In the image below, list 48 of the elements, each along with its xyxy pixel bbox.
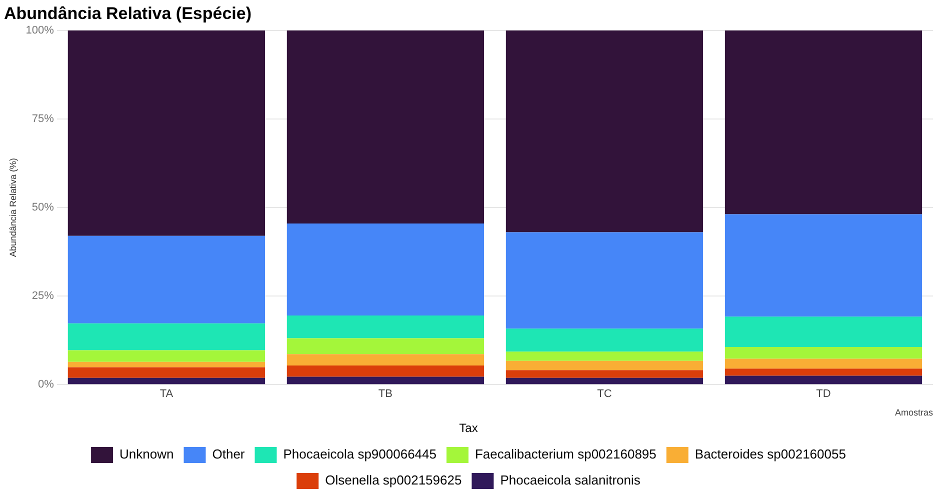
y-tick-label: 75% — [32, 112, 54, 125]
bar — [724, 30, 922, 214]
bar — [506, 352, 704, 361]
y-tick-label: 100% — [26, 24, 54, 36]
legend-label: Faecalibacterium sp002160895 — [474, 446, 656, 462]
bar — [724, 368, 922, 376]
bar — [724, 358, 922, 369]
bar — [506, 328, 704, 352]
x-tick-label: TA — [160, 388, 174, 400]
bar — [68, 362, 265, 368]
bar — [68, 323, 265, 350]
bar — [724, 316, 922, 348]
x-tick-label: TC — [597, 388, 612, 400]
bar — [724, 347, 922, 359]
bar — [506, 360, 704, 370]
x-axis-title: Amostras — [894, 408, 934, 418]
legend-label: Other — [212, 446, 246, 462]
y-tick-label: 50% — [32, 202, 54, 214]
bar — [286, 223, 484, 316]
chart-title: Abundância Relativa (Espécie) — [4, 4, 252, 23]
bar — [286, 30, 484, 224]
bar — [286, 354, 484, 366]
x-tick-label: TB — [378, 388, 392, 400]
legend-label: Bacteroides sp002160055 — [694, 446, 846, 462]
y-axis-title: Abundância Relativa (%) — [8, 158, 18, 258]
bar — [68, 236, 265, 324]
bar — [506, 370, 704, 378]
bar — [506, 30, 704, 232]
bar — [68, 378, 265, 384]
bar — [68, 367, 265, 378]
legend-label: Unknown — [120, 446, 174, 462]
legend-label: Phocaeicola salanitronis — [500, 472, 641, 488]
y-tick-label: 25% — [32, 290, 54, 302]
bar — [286, 365, 484, 377]
x-tick-label: TD — [816, 388, 831, 400]
legend-title: Tax — [459, 420, 478, 435]
bar — [724, 214, 922, 317]
bar — [286, 376, 484, 384]
bar — [68, 30, 265, 236]
bar — [286, 338, 484, 354]
bar — [286, 316, 484, 338]
bar — [724, 376, 922, 384]
bar — [68, 350, 265, 362]
bar — [506, 378, 704, 384]
legend-label: Phocaeicola sp900066445 — [283, 446, 437, 462]
bar — [506, 232, 704, 329]
y-tick-label: 0% — [38, 378, 54, 391]
legend-label: Olsenella sp002159625 — [325, 472, 462, 488]
